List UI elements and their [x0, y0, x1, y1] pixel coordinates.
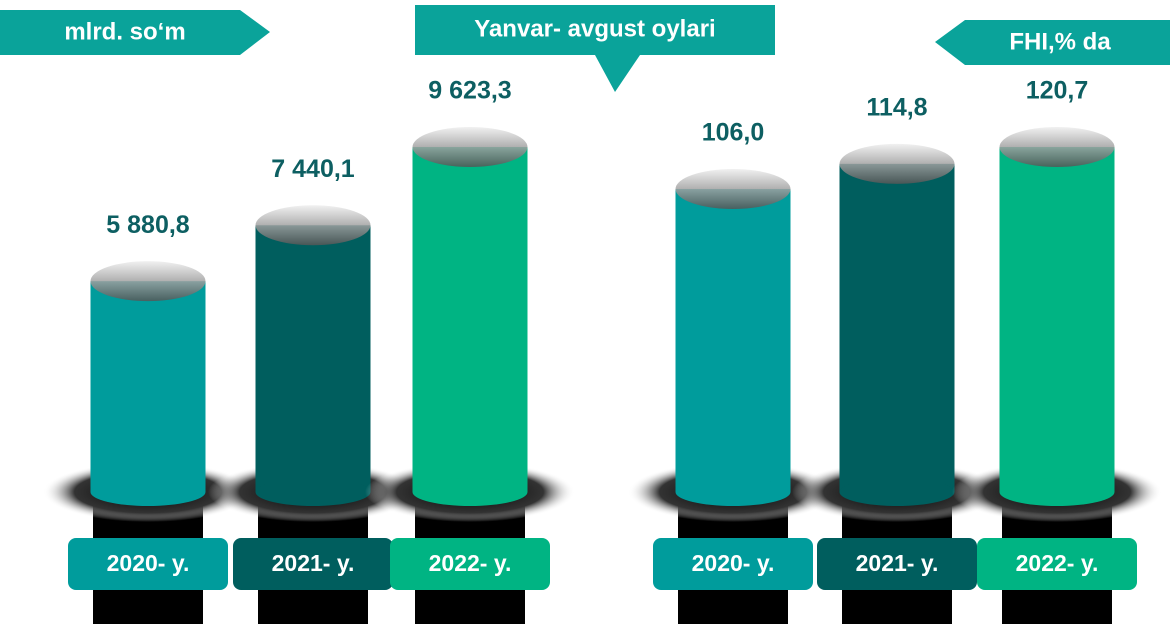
bar-top — [999, 127, 1115, 167]
bar-top — [412, 127, 528, 167]
bar — [675, 189, 791, 492]
bar-bottom — [90, 478, 206, 506]
category-box — [68, 538, 228, 590]
bar — [255, 225, 371, 492]
bar-top — [255, 205, 371, 246]
category-box — [390, 538, 550, 590]
bar-bottom — [839, 478, 955, 506]
category-box — [653, 538, 813, 590]
unit-label: mlrd. so‘m — [64, 18, 185, 45]
bar — [839, 163, 955, 492]
x-tick-label: 2020- y. — [107, 550, 190, 576]
bar-top — [839, 143, 955, 184]
bar — [90, 281, 206, 492]
bar-bottom — [999, 478, 1115, 506]
title-banner — [415, 5, 775, 92]
bar-top — [90, 261, 206, 302]
unit-label: FHI,% da — [1009, 28, 1111, 55]
unit-banner — [0, 10, 270, 55]
x-tick-label: 2022- y. — [429, 550, 512, 576]
x-tick-label: 2022- y. — [1016, 550, 1099, 576]
bar-bottom — [255, 478, 371, 506]
value-label: 9 623,3 — [428, 77, 511, 105]
category-box — [977, 538, 1137, 590]
category-box — [233, 538, 393, 590]
bar-bottom — [412, 478, 528, 506]
bar — [999, 147, 1115, 492]
value-label: 106,0 — [702, 119, 765, 147]
x-tick-label: 2021- y. — [856, 550, 939, 576]
x-tick-label: 2021- y. — [272, 550, 355, 576]
value-label: 7 440,1 — [271, 155, 355, 183]
unit-banner — [935, 20, 1170, 65]
bar-top — [675, 169, 791, 210]
value-label: 120,7 — [1026, 77, 1089, 105]
bar — [412, 147, 528, 492]
value-label: 114,8 — [866, 93, 927, 121]
title: Yanvar- avgust oylari — [474, 15, 715, 42]
x-tick-label: 2020- y. — [692, 550, 775, 576]
value-label: 5 880,8 — [106, 211, 190, 239]
category-box — [817, 538, 977, 590]
bar-bottom — [675, 478, 791, 506]
